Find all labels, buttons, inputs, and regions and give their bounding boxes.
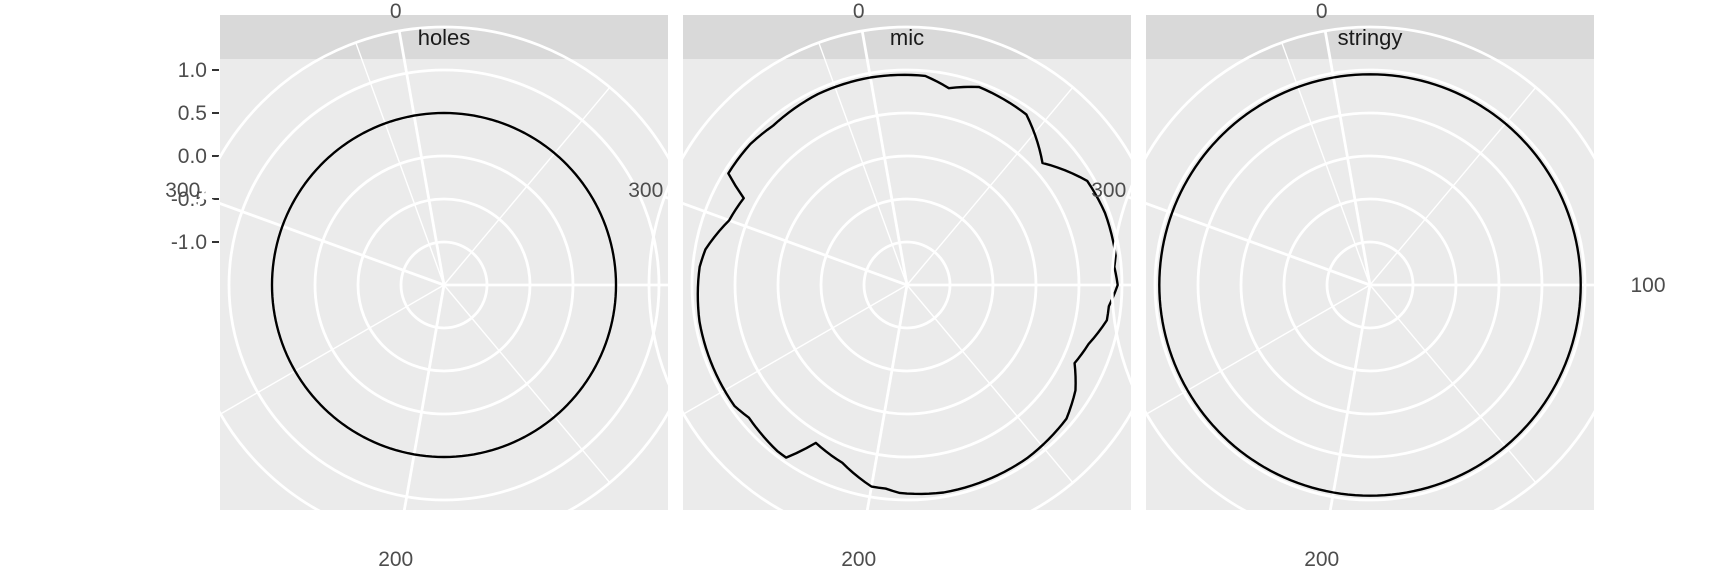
series-line (696, 73, 1119, 496)
angular-tick-label: 0 (853, 0, 865, 23)
radial-axis: 1.00.50.0-0.5-1.0 (171, 59, 219, 254)
radial-gridline (690, 68, 1124, 502)
radial-gridline (313, 154, 575, 416)
angular-tick-label: 100 (1630, 274, 1665, 297)
radial-gridline (733, 111, 1081, 459)
radial-gridline (399, 240, 489, 330)
facet-strip-label: holes (418, 25, 471, 50)
radial-gridline (776, 154, 1038, 416)
radial-gridline (356, 197, 532, 373)
facet-strip (683, 15, 1131, 59)
angular-tick-label: 200 (841, 548, 876, 571)
angular-tick-label: 300 (165, 179, 200, 202)
facet-strip-label: mic (890, 25, 924, 50)
angular-tick-label: 0 (390, 0, 402, 23)
panel-holes: holes0100200300 (165, 0, 739, 571)
angular-tick-label: 300 (628, 179, 663, 202)
radial-gridline (1196, 111, 1544, 459)
panel-mic: mic0100200300 (628, 0, 1202, 571)
angular-tick-label: 0 (1316, 0, 1328, 23)
facet-strip (1146, 15, 1594, 59)
radial-axis-tick-label: 0.5 (178, 102, 207, 125)
radial-gridline (1282, 197, 1458, 373)
panels: holes0100200300mic0100200300stringy01002… (165, 0, 1665, 571)
radial-gridline (862, 240, 952, 330)
radial-gridline (1325, 240, 1415, 330)
radial-gridline (227, 68, 661, 502)
radial-gridline (1239, 154, 1501, 416)
radial-gridline (819, 197, 995, 373)
radial-gridline (1153, 68, 1587, 502)
radial-gridline (1110, 25, 1630, 545)
angular-tick-label: 300 (1091, 179, 1126, 202)
radial-axis-tick-label: 0.0 (178, 145, 207, 168)
facet-strip (220, 15, 668, 59)
series-line (1158, 73, 1582, 497)
angular-tick-label: 200 (378, 548, 413, 571)
radial-axis-tick-label: 1.0 (178, 59, 207, 82)
angular-tick-label: 200 (1304, 548, 1339, 571)
series-line (270, 111, 618, 459)
